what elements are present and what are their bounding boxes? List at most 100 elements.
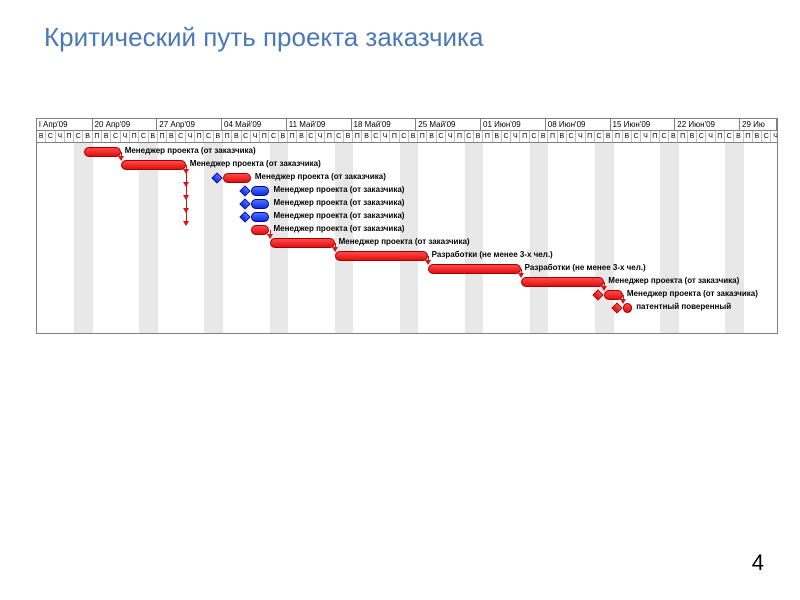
gantt-task-label: Менеджер проекта (от заказчика) — [255, 172, 386, 181]
day-header-cell: Ч — [316, 131, 325, 142]
gantt-task-label: Разработки (не менее 3-х чел.) — [432, 250, 553, 259]
day-header-cell: Ч — [121, 131, 130, 142]
day-header-cell: П — [65, 131, 74, 142]
day-header-cell: Ч — [446, 131, 455, 142]
day-header-cell: С — [74, 131, 83, 142]
day-header-cell: В — [493, 131, 502, 142]
week-header-cell: 18 Май'09 — [352, 119, 417, 130]
gantt-task-bar — [251, 212, 270, 222]
day-header-cell: С — [437, 131, 446, 142]
dependency-arrow-icon — [183, 221, 189, 226]
page-number: 4 — [752, 550, 764, 576]
gantt-task-label: Менеджер проекта (от заказчика) — [274, 198, 405, 207]
day-header-cell: П — [455, 131, 464, 142]
week-header-cell: 29 Ию — [740, 119, 777, 130]
gantt-task-label: Менеджер проекта (от заказчика) — [627, 289, 758, 298]
day-header-cell: П — [586, 131, 595, 142]
gantt-task-label: патентный поверенный — [636, 302, 731, 311]
weekend-band — [530, 143, 549, 333]
week-header-cell: 15 Июн'09 — [611, 119, 676, 130]
day-header-cell: П — [483, 131, 492, 142]
day-header-cell: П — [548, 131, 557, 142]
day-header-cell: В — [474, 131, 483, 142]
day-header-cell: Ч — [381, 131, 390, 142]
day-header-cell: В — [427, 131, 436, 142]
week-header-cell: 08 Июн'09 — [546, 119, 611, 130]
day-header-cell: В — [344, 131, 353, 142]
day-header-cell: С — [242, 131, 251, 142]
day-header-cell: П — [390, 131, 399, 142]
gantt-task-bar — [251, 225, 270, 235]
gantt-task-bar — [251, 199, 270, 209]
gantt-task-label: Менеджер проекта (от заказчика) — [190, 159, 321, 168]
gantt-body: Менеджер проекта (от заказчика) Менеджер … — [37, 143, 777, 333]
week-header-cell: 22 Июн'09 — [675, 119, 740, 130]
day-header-cell: П — [260, 131, 269, 142]
day-header-cell: П — [418, 131, 427, 142]
day-header-cell: П — [158, 131, 167, 142]
day-header-cell: С — [595, 131, 604, 142]
day-header-cell: С — [176, 131, 185, 142]
day-header-cell: П — [130, 131, 139, 142]
day-header-cell: В — [669, 131, 678, 142]
day-header-cell: П — [613, 131, 622, 142]
dependency-arrow-icon — [183, 208, 189, 213]
dependency-arrow-icon — [183, 169, 189, 174]
day-header-cell: С — [502, 131, 511, 142]
week-header-cell: 01 Июн'09 — [481, 119, 546, 130]
day-header-cell: Ч — [186, 131, 195, 142]
day-header-cell: С — [567, 131, 576, 142]
day-header-cell: П — [195, 131, 204, 142]
day-header-cell: В — [279, 131, 288, 142]
gantt-task-label: Менеджер проекта (от заказчика) — [274, 185, 405, 194]
milestone-diamond — [239, 198, 250, 209]
milestone-diamond — [239, 211, 250, 222]
day-header-cell: С — [204, 131, 213, 142]
day-header-cell: Ч — [771, 131, 778, 142]
day-header-cell: В — [214, 131, 223, 142]
day-header-cell: В — [149, 131, 158, 142]
gantt-task-label: Менеджер проекта (от заказчика) — [125, 146, 256, 155]
week-header-cell: 04 Май'09 — [222, 119, 287, 130]
day-header-cell: П — [325, 131, 334, 142]
day-header-cell: С — [139, 131, 148, 142]
week-header-cell: 25 Май'09 — [416, 119, 481, 130]
day-header-cell: В — [362, 131, 371, 142]
day-header-cell: С — [269, 131, 278, 142]
gantt-task-bar — [223, 173, 251, 183]
day-header-cell: П — [744, 131, 753, 142]
day-header-cell: П — [223, 131, 232, 142]
day-header-cell: П — [93, 131, 102, 142]
day-header-cell: В — [83, 131, 92, 142]
gantt-task-label: Менеджер проекта (от заказчика) — [274, 224, 405, 233]
day-header-cell: С — [725, 131, 734, 142]
day-header-cell: Ч — [641, 131, 650, 142]
day-header-cell: Ч — [511, 131, 520, 142]
gantt-task-label: Менеджер проекта (от заказчика) — [274, 211, 405, 220]
week-header-cell: 20 Апр'09 — [93, 119, 158, 130]
gantt-task-bar — [84, 147, 121, 157]
day-header-cell: С — [111, 131, 120, 142]
milestone-diamond — [239, 185, 250, 196]
day-header-cell: С — [400, 131, 409, 142]
gantt-task-label: Менеджер проекта (от заказчика) — [608, 276, 739, 285]
dependency-arrow-icon — [183, 182, 189, 187]
day-header-cell: В — [734, 131, 743, 142]
gantt-task-bar — [335, 251, 428, 261]
gantt-week-header: l Апр'0920 Апр'0927 Апр'0904 Май'0911 Ма… — [37, 119, 777, 131]
day-header-cell: Ч — [251, 131, 260, 142]
day-header-cell: С — [660, 131, 669, 142]
day-header-cell: В — [753, 131, 762, 142]
day-header-cell: С — [307, 131, 316, 142]
gantt-task-bar — [623, 303, 632, 313]
day-header-cell: Ч — [576, 131, 585, 142]
day-header-cell: П — [288, 131, 297, 142]
day-header-cell: В — [409, 131, 418, 142]
day-header-cell: Ч — [706, 131, 715, 142]
gantt-day-header: ВСЧПСВПВСЧПСВПВСЧПСВПВСЧПСВПВСЧПСВПВСЧПС… — [37, 131, 777, 143]
weekend-band — [204, 143, 223, 333]
day-header-cell: П — [353, 131, 362, 142]
day-header-cell: В — [539, 131, 548, 142]
day-header-cell: С — [632, 131, 641, 142]
day-header-cell: Ч — [56, 131, 65, 142]
